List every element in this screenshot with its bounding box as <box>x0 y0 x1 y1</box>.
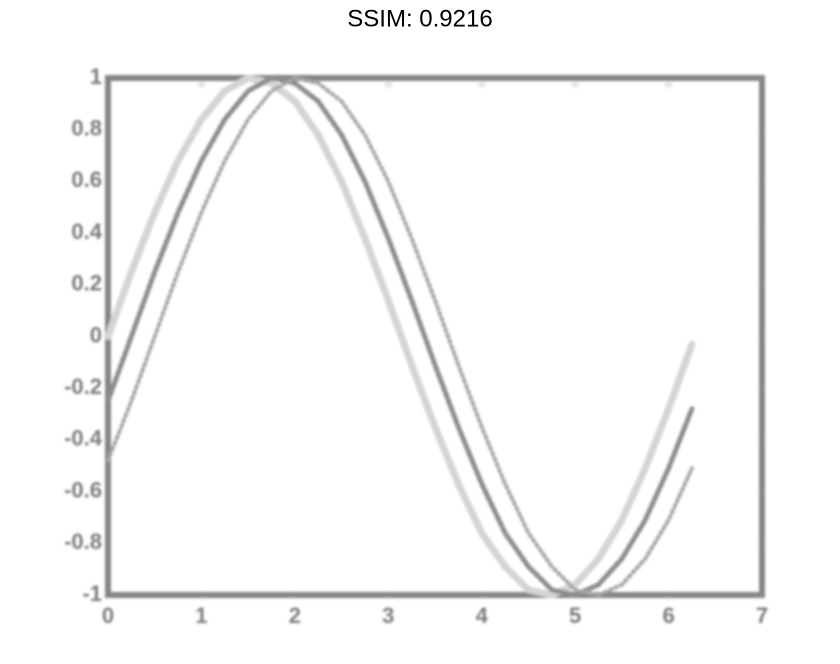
x-tick-label: 2 <box>289 603 301 628</box>
x-tick-label: 5 <box>569 603 581 628</box>
x-tick-dot <box>384 80 393 88</box>
y-tick-label: -1 <box>82 581 102 606</box>
y-tick-label: 0.8 <box>71 116 102 141</box>
y-tick-label: 1 <box>90 64 102 89</box>
x-tick-dot <box>571 80 580 88</box>
x-tick-dot <box>477 80 486 88</box>
y-tick-label: -0.8 <box>64 529 102 554</box>
chart-title: SSIM: 0.9216 <box>347 5 492 32</box>
series-line <box>105 75 695 598</box>
y-tick-label: 0.4 <box>71 219 102 244</box>
x-tick-label: 4 <box>476 603 489 628</box>
x-tick-dot <box>664 80 673 88</box>
x-tick-label: 0 <box>102 603 114 628</box>
x-tick-label: 6 <box>662 603 674 628</box>
y-tick-label: -0.4 <box>64 426 103 451</box>
series-line <box>104 74 696 599</box>
series-line <box>106 76 694 597</box>
y-tick-label: 0 <box>90 322 102 347</box>
y-tick-label: -0.6 <box>64 477 102 502</box>
x-tick-label: 7 <box>756 603 768 628</box>
y-tick-label: 0.6 <box>71 167 102 192</box>
y-tick-label: -0.2 <box>64 374 102 399</box>
plot-area: -1 -0.8 -0.6 -0.4 -0.2 0 0.2 0.4 0.6 0.8 1 0 1 2 3 4 5 6 7 <box>64 64 768 628</box>
x-tick-dot <box>197 80 206 88</box>
x-tick-label: 3 <box>382 603 394 628</box>
x-tick-label: 1 <box>195 603 207 628</box>
y-tick-label: 0.2 <box>71 271 102 296</box>
